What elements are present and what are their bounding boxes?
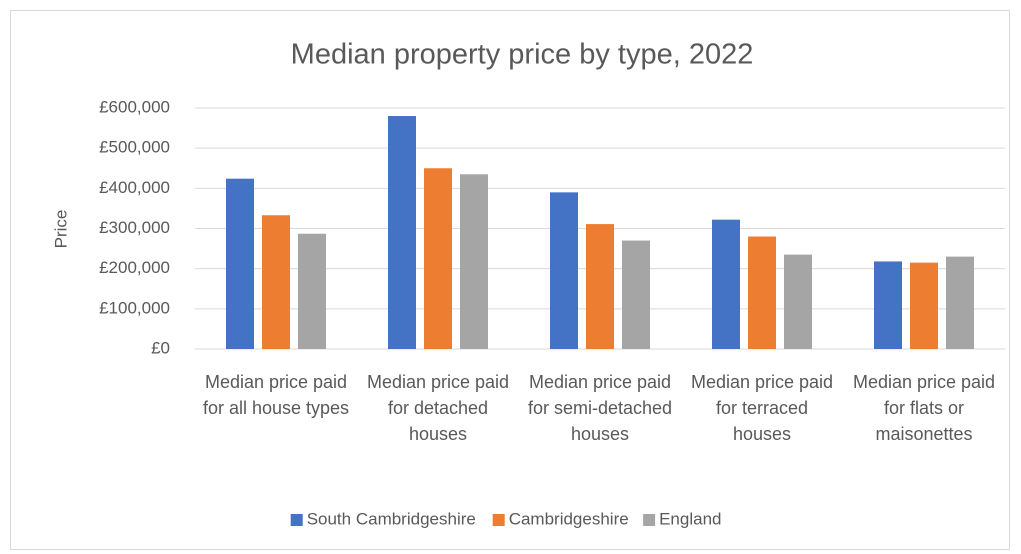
bar — [874, 261, 902, 349]
bar — [784, 254, 812, 349]
x-tick-label: Median price paid for detached houses — [366, 372, 510, 444]
bar — [748, 236, 776, 349]
y-axis-label: Price — [51, 210, 70, 249]
y-tick-label: £200,000 — [99, 258, 170, 277]
bar — [298, 233, 326, 349]
bar — [586, 224, 614, 349]
y-tick-label: £300,000 — [99, 218, 170, 237]
legend-label: England — [659, 509, 721, 528]
chart-border — [10, 10, 1010, 550]
y-tick-label: £600,000 — [99, 97, 170, 116]
bar — [910, 262, 938, 349]
bar — [388, 116, 416, 350]
bar — [460, 174, 488, 349]
legend-label: South Cambridgeshire — [307, 509, 476, 528]
x-tick-label: Median price paid for flats or maisonett… — [852, 372, 996, 444]
legend-swatch — [290, 514, 303, 526]
y-tick-label: £400,000 — [99, 178, 170, 197]
bar — [226, 178, 254, 349]
legend-swatch — [643, 514, 656, 526]
bar — [424, 168, 452, 349]
bar — [622, 240, 650, 349]
x-tick-label: Median price paid for all house types — [202, 372, 350, 418]
y-tick-label: £0 — [151, 338, 170, 357]
x-tick-label: Median price paid for terraced houses — [690, 372, 834, 444]
bar — [550, 192, 578, 349]
y-tick-label: £100,000 — [99, 298, 170, 317]
legend-label: Cambridgeshire — [509, 509, 629, 528]
x-tick-label: Median price paid for semi-detached hous… — [527, 372, 673, 444]
bar — [946, 256, 974, 349]
bar — [712, 219, 740, 349]
y-tick-label: £500,000 — [99, 138, 170, 157]
bar — [262, 215, 290, 349]
chart-title: Median property price by type, 2022 — [291, 39, 754, 71]
legend-swatch — [492, 514, 505, 526]
